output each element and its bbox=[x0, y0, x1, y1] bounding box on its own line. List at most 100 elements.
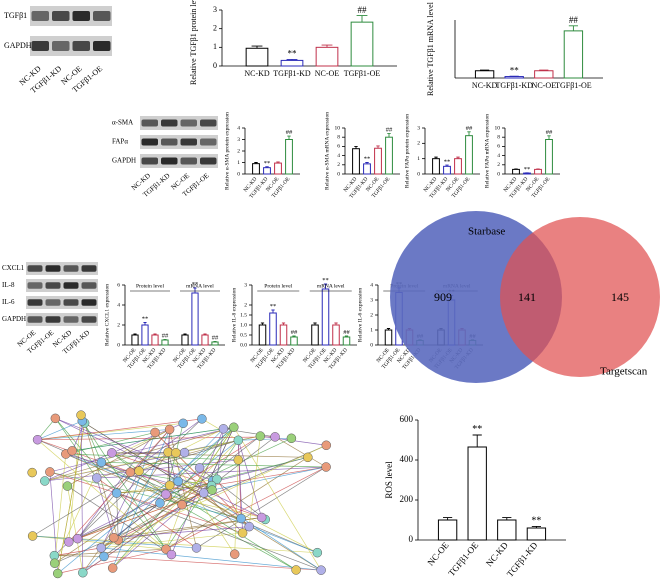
network-node bbox=[173, 476, 183, 487]
network-edge bbox=[37, 420, 83, 441]
network-node bbox=[316, 565, 326, 575]
blot-band bbox=[161, 157, 178, 165]
blot-band bbox=[200, 157, 217, 165]
significance-mark: ## bbox=[466, 125, 473, 132]
network-node bbox=[107, 448, 117, 458]
network-node bbox=[111, 488, 122, 498]
blot-band bbox=[93, 11, 111, 21]
network-edge bbox=[77, 478, 218, 539]
y-tick-label: 0.5 bbox=[240, 332, 247, 338]
y-tick-label: 6 bbox=[337, 144, 340, 150]
blot-band bbox=[200, 138, 217, 146]
y-tick-label: 4 bbox=[237, 125, 240, 131]
blot-band bbox=[161, 119, 178, 127]
network-edge bbox=[101, 462, 327, 468]
network-edge bbox=[67, 429, 170, 487]
bar bbox=[384, 329, 393, 346]
network-node bbox=[256, 512, 267, 523]
network-edge bbox=[71, 422, 85, 451]
significance-mark: ## bbox=[343, 329, 350, 336]
y-tick-label: 200 bbox=[400, 494, 414, 504]
y-tick-label: 1 bbox=[237, 160, 240, 166]
error-bar bbox=[376, 145, 380, 149]
blot-band bbox=[81, 265, 97, 272]
y-axis-label: Relative FAPα protein expression bbox=[404, 114, 410, 188]
bar bbox=[467, 446, 487, 541]
network-node bbox=[125, 467, 136, 477]
blot-label: IL-8 bbox=[2, 281, 15, 289]
network-edge bbox=[203, 492, 322, 571]
network-node bbox=[244, 521, 254, 532]
network-node bbox=[52, 568, 63, 579]
y-tick-label: 0 bbox=[409, 534, 414, 544]
significance-mark: ** bbox=[264, 160, 271, 167]
network-edge bbox=[116, 485, 212, 494]
network-node bbox=[155, 498, 165, 508]
network-node bbox=[191, 543, 202, 553]
network-node bbox=[255, 431, 266, 441]
venn-set bbox=[500, 217, 660, 377]
network-edge bbox=[101, 547, 322, 571]
blot-band bbox=[27, 316, 43, 323]
error-bar bbox=[443, 517, 453, 520]
significance-mark: ## bbox=[291, 329, 298, 336]
network-edge bbox=[54, 454, 67, 564]
blot-band bbox=[141, 119, 158, 127]
network-node bbox=[45, 467, 55, 477]
error-bar bbox=[531, 525, 541, 528]
bar bbox=[526, 527, 547, 541]
y-axis-label: Relative TGFβ1 protein level bbox=[189, 0, 198, 85]
network-node bbox=[229, 422, 239, 433]
bar bbox=[290, 336, 298, 346]
significance-mark: ## bbox=[212, 335, 219, 342]
network-edge bbox=[37, 418, 202, 441]
network-edge bbox=[96, 439, 239, 479]
blot-band bbox=[93, 41, 111, 51]
y-tick-label: 4 bbox=[337, 153, 340, 159]
bar bbox=[374, 147, 382, 175]
network-edge bbox=[84, 422, 179, 482]
x-tick-label: NC-KD bbox=[484, 540, 510, 569]
network-node bbox=[236, 513, 246, 524]
group-label: mRNA level bbox=[317, 283, 345, 289]
y-tick-label: 3 bbox=[370, 297, 373, 303]
network-edge bbox=[32, 470, 140, 537]
network-node bbox=[109, 532, 119, 543]
x-tick-label: TGFβ1-OE bbox=[344, 69, 381, 78]
y-tick-label: 0 bbox=[337, 171, 340, 177]
blot-strip bbox=[140, 135, 218, 149]
network-edge bbox=[57, 548, 167, 574]
significance-mark: ## bbox=[162, 333, 169, 340]
venn-count: 145 bbox=[611, 290, 629, 304]
network-node bbox=[164, 424, 175, 435]
blot-label: TGFβ1 bbox=[4, 11, 27, 20]
network-node bbox=[194, 463, 205, 473]
network-edge bbox=[237, 440, 263, 518]
significance-mark: ** bbox=[444, 158, 451, 165]
error-bar bbox=[276, 161, 280, 164]
error-bar bbox=[286, 59, 298, 61]
blot-strip bbox=[26, 279, 98, 292]
blot-strip bbox=[140, 116, 218, 130]
network-node bbox=[72, 533, 83, 544]
blot-band bbox=[45, 299, 61, 306]
network-edge bbox=[116, 492, 322, 571]
error-bar bbox=[480, 69, 490, 71]
network-node bbox=[134, 466, 144, 476]
bar bbox=[534, 168, 542, 175]
group-label: Protein level bbox=[264, 283, 292, 289]
blot-band bbox=[63, 282, 79, 289]
significance-mark: ## bbox=[386, 127, 393, 134]
error-bar bbox=[356, 15, 368, 23]
network-node bbox=[150, 427, 160, 438]
bar bbox=[285, 139, 293, 175]
y-tick-label: 2 bbox=[117, 322, 120, 328]
y-tick-label: 3 bbox=[213, 5, 217, 14]
significance-mark: ** bbox=[322, 277, 329, 284]
blot-band bbox=[81, 299, 97, 306]
network-edge bbox=[233, 427, 322, 571]
y-axis-label: Relative IL-8 expression bbox=[231, 288, 237, 343]
error-bar bbox=[334, 322, 338, 325]
y-tick-label: 1.5 bbox=[240, 312, 247, 318]
